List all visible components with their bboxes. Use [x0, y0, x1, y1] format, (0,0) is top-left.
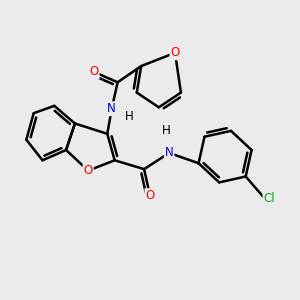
Text: N: N: [107, 102, 116, 115]
Text: O: O: [170, 46, 180, 59]
Text: O: O: [146, 189, 154, 202]
Text: H: H: [162, 124, 171, 137]
Text: Cl: Cl: [263, 192, 275, 205]
Text: N: N: [165, 146, 173, 159]
Text: H: H: [125, 110, 134, 123]
Text: O: O: [83, 164, 93, 177]
Text: O: O: [89, 65, 99, 79]
